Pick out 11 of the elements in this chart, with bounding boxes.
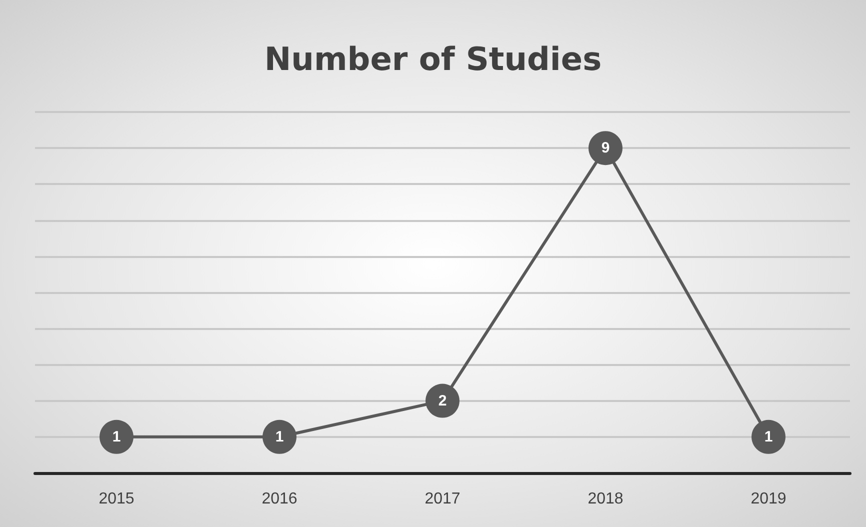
- data-label: 1: [764, 428, 773, 446]
- x-tick-label: 2015: [98, 490, 134, 508]
- data-label: 1: [112, 428, 121, 446]
- data-label: 2: [438, 392, 447, 410]
- data-label: 1: [275, 428, 284, 446]
- x-tick-label: 2018: [588, 490, 624, 508]
- x-tick-label: 2016: [262, 490, 298, 508]
- x-tick-label: 2017: [424, 490, 460, 508]
- chart-title: Number of Studies: [264, 40, 602, 78]
- x-tick-label: 2019: [750, 490, 786, 508]
- data-label: 9: [601, 140, 610, 157]
